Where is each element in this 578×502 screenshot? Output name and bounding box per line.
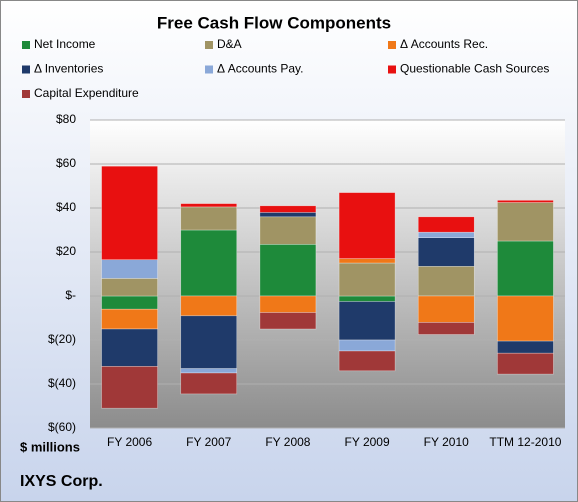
- y-unit-label: $ millions: [20, 439, 80, 454]
- bar-segment: [417, 216, 475, 233]
- bar-segment: [101, 259, 158, 279]
- bar-segment: [259, 244, 317, 297]
- legend-label: Δ Accounts Rec.: [400, 37, 488, 51]
- legend-swatch: [205, 41, 213, 49]
- bar-segment: [497, 200, 554, 203]
- bar-segment: [338, 262, 396, 297]
- legend-swatch: [388, 65, 396, 74]
- plot-area: [90, 120, 565, 428]
- bar-segment: [180, 368, 238, 374]
- chart-title: Free Cash Flow Components: [157, 13, 391, 32]
- bar-segment: [497, 340, 554, 354]
- bar-segment: [259, 212, 317, 218]
- bar-segment: [417, 231, 475, 238]
- bar-segment: [417, 237, 475, 267]
- y-tick-label: $60: [56, 156, 76, 170]
- bar-segment: [180, 315, 238, 369]
- bar-segment: [338, 339, 396, 352]
- legend-swatch: [22, 90, 30, 98]
- bar-segment: [338, 258, 396, 264]
- bar-segment: [180, 229, 238, 297]
- bar-segment: [180, 372, 238, 395]
- bar-segment: [417, 322, 475, 335]
- bar-segment: [259, 312, 317, 330]
- x-tick-label: TTM 12-2010: [489, 435, 561, 449]
- y-tick-label: $20: [56, 244, 76, 258]
- legend-swatch: [22, 41, 30, 49]
- bar-segment: [338, 192, 396, 259]
- legend-label: Δ Accounts Pay.: [217, 62, 304, 76]
- bar-segment: [259, 295, 317, 313]
- legend-label: Δ Inventories: [34, 62, 103, 76]
- x-tick-label: FY 2010: [424, 435, 469, 449]
- bar-segment: [417, 265, 475, 297]
- legend-label: Net Income: [34, 37, 96, 51]
- legend-swatch: [388, 41, 396, 49]
- bar-segment: [338, 295, 396, 302]
- y-tick-label: $-: [65, 288, 76, 302]
- y-tick-label: $40: [56, 200, 76, 214]
- bar-segment: [497, 240, 554, 297]
- bar-segment: [101, 165, 158, 260]
- bar-segment: [259, 205, 317, 213]
- bar-segment: [180, 206, 238, 231]
- y-tick-label: $(40): [48, 376, 76, 390]
- bar-segment: [180, 203, 238, 208]
- legend-label: Questionable Cash Sources: [400, 62, 549, 76]
- footer: IXYS Corp.: [20, 473, 103, 490]
- bar-segment: [101, 328, 158, 367]
- y-tick-label: $80: [56, 112, 76, 126]
- y-tick-label: $(20): [48, 332, 76, 346]
- bar-segment: [101, 308, 158, 330]
- bar-segment: [101, 278, 158, 297]
- bar-segment: [497, 202, 554, 242]
- bar-segment: [259, 216, 317, 245]
- legend-label: Capital Expenditure: [34, 86, 139, 100]
- legend-swatch: [205, 65, 213, 74]
- y-tick-label: $(60): [48, 420, 76, 434]
- bar-segment: [180, 295, 238, 317]
- legend-swatch: [22, 65, 30, 74]
- legend-label: D&A: [217, 37, 242, 51]
- bar-segment: [338, 350, 396, 372]
- x-tick-label: FY 2008: [265, 435, 310, 449]
- bar-segment: [417, 295, 475, 323]
- bar-segment: [101, 366, 158, 409]
- x-tick-label: FY 2007: [186, 435, 231, 449]
- bar-segment: [101, 295, 158, 310]
- x-tick-label: FY 2009: [345, 435, 390, 449]
- bar-segment: [497, 295, 554, 342]
- x-tick-label: FY 2006: [107, 435, 152, 449]
- bar-segment: [338, 301, 396, 341]
- bar-segment: [497, 352, 554, 375]
